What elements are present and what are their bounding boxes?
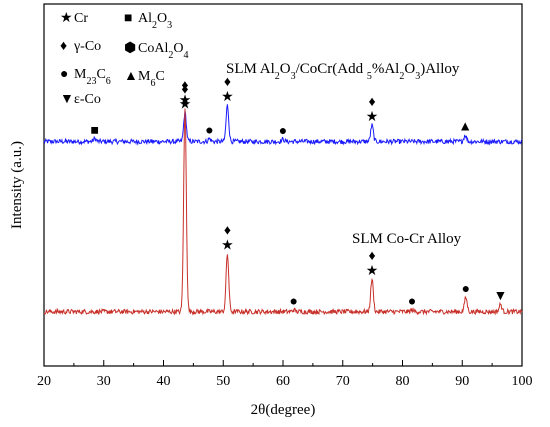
y-axis-label: Intensity (a.u.) (9, 141, 25, 229)
peak-marker: ★ (366, 110, 379, 125)
peak-marker: ★ (179, 94, 192, 109)
peak-marker: ♦ (368, 95, 375, 110)
peak-marker: ♦ (368, 249, 375, 264)
peak-marker: ♦ (224, 223, 231, 238)
legend-symbol: ▲ (124, 69, 138, 84)
legend-label: Cr (74, 11, 88, 26)
legend-label: ε-Co (74, 92, 101, 107)
peak-marker: ★ (366, 264, 379, 279)
peak-marker: ■ (91, 123, 99, 138)
legend-symbol: ▼ (60, 92, 74, 107)
marker-layer: ■♦★●♦★●♦★▲♦★♦★●♦★●● ▼ (91, 75, 508, 310)
peak-marker: ♦ (224, 75, 231, 90)
legend: ★ Cr ♦ γ-Co ● M23C6▼ ε-Co ■ Al2O3⬢ CoAl2O4▲ M6C (60, 11, 188, 107)
series-line-1 (43, 104, 523, 146)
series-label-layer: SLM Al2O3/CoCr(Add 5%Al2O3)Alloy SLM Co-C… (226, 61, 462, 247)
series-line-2 (43, 108, 523, 316)
peak-marker: ● (279, 124, 287, 139)
series-label-2: SLM Co-Cr Alloy (352, 231, 462, 247)
peak-marker: ● (462, 282, 470, 297)
legend-symbol: ● (60, 67, 68, 82)
x-tick-label: 80 (396, 374, 410, 389)
peak-marker: ★ (221, 238, 234, 253)
legend-label: CoAl2O4 (138, 41, 188, 61)
x-tick-label: 90 (455, 374, 469, 389)
peak-marker: ♦ (181, 82, 188, 97)
legend-symbol: ★ (60, 11, 73, 26)
peak-marker: ★ (179, 97, 192, 112)
x-tick-label: 40 (157, 374, 171, 389)
peak-marker: ▼ (494, 289, 508, 304)
x-tick-label: 50 (216, 374, 230, 389)
legend-label: M23C6 (74, 67, 111, 87)
peak-marker: ● (290, 295, 298, 310)
peak-marker: ● (408, 295, 416, 310)
legend-label: M6C (138, 69, 165, 89)
x-axis-label: 2θ(degree) (251, 402, 316, 418)
legend-label: Al2O3 (138, 11, 172, 31)
peak-marker: ▲ (458, 120, 472, 135)
x-tick-label: 60 (276, 374, 290, 389)
peak-marker: ★ (221, 90, 234, 105)
series-layer (43, 104, 523, 316)
x-tick-label: 20 (37, 374, 51, 389)
peak-marker: ♦ (181, 79, 188, 94)
x-tick-label: 30 (97, 374, 111, 389)
legend-symbol: ⬢ (124, 41, 136, 56)
legend-label: γ-Co (73, 39, 101, 54)
tick-layer: 20 30 40 50 60 70 80 90 100 (37, 360, 533, 389)
x-tick-label: 100 (512, 374, 533, 389)
x-tick-label: 70 (336, 374, 350, 389)
legend-symbol: ■ (124, 11, 132, 26)
legend-symbol: ♦ (60, 39, 67, 54)
peak-marker: ● (205, 123, 213, 138)
series-label-1: SLM Al2O3/CoCr(Add 5%Al2O3)Alloy (226, 61, 460, 82)
